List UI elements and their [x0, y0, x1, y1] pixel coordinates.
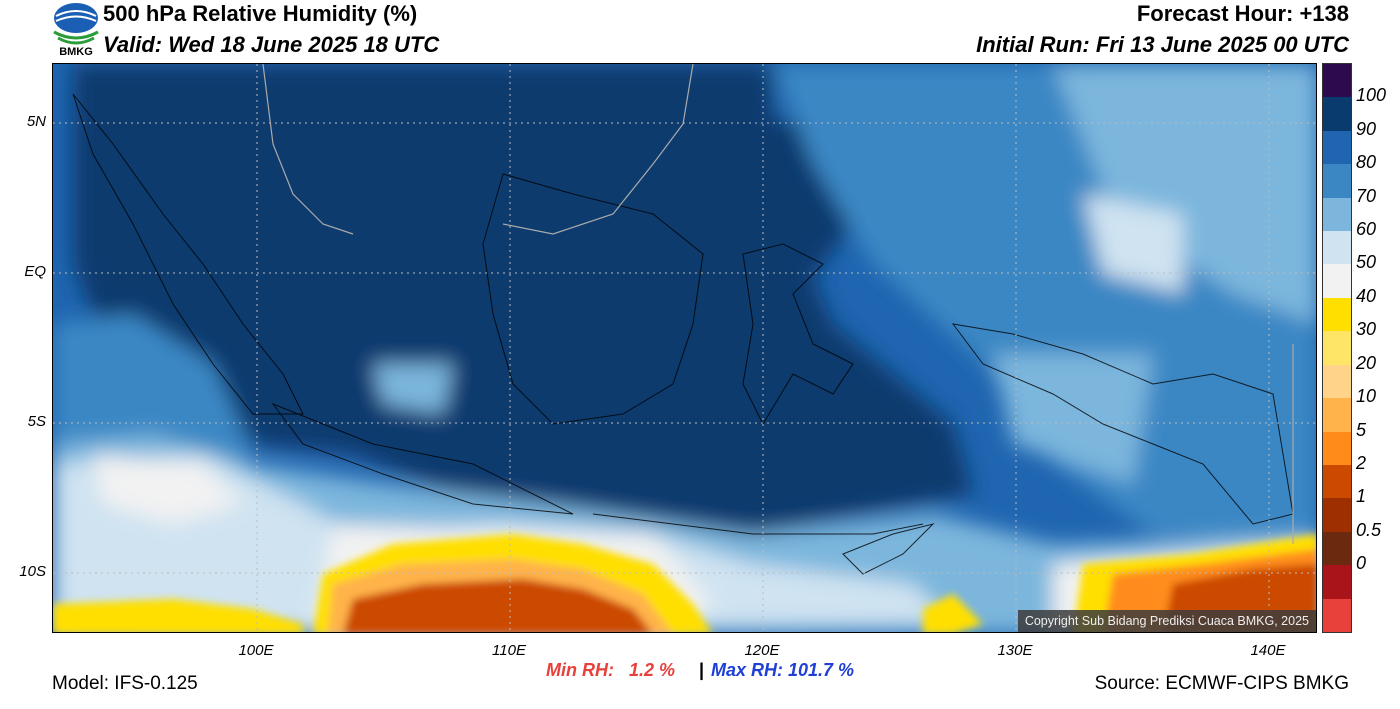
- colorbar-segment: [1323, 498, 1351, 533]
- initial-run: Initial Run: Fri 13 June 2025 00 UTC: [976, 32, 1349, 57]
- lon-tick-100e: 100E: [238, 642, 274, 659]
- colorbar-label: 5: [1356, 419, 1367, 440]
- lon-tick-120e: 120E: [744, 642, 780, 659]
- lat-tick-5n: 5N: [26, 113, 46, 130]
- colorbar-label: 70: [1356, 185, 1377, 206]
- colorbar-segment: [1323, 464, 1351, 499]
- valid-time: Valid: Wed 18 June 2025 18 UTC: [103, 32, 440, 57]
- colorbar-segment: [1323, 331, 1351, 366]
- rh-separator: |: [699, 660, 705, 680]
- colorbar-label: 50: [1356, 252, 1377, 273]
- bmkg-logo: BMKG: [52, 2, 100, 60]
- colorbar-segment: [1323, 197, 1351, 232]
- lat-tick-eq: EQ: [24, 263, 46, 280]
- lon-tick-130e: 130E: [997, 642, 1033, 659]
- colorbar-label: 90: [1356, 118, 1377, 139]
- lat-tick-10s: 10S: [19, 563, 46, 580]
- max-rh-label: Max RH: 101.7 %: [711, 660, 855, 680]
- colorbar-segment: [1323, 97, 1351, 132]
- colorbar-segment: [1323, 531, 1351, 566]
- colorbar-segment: [1323, 398, 1351, 433]
- colorbar-segment: [1323, 565, 1351, 600]
- forecast-hour: Forecast Hour: +138: [1136, 1, 1349, 26]
- colorbar-label: 30: [1356, 319, 1377, 340]
- colorbar-segment: [1323, 364, 1351, 399]
- lon-tick-140e: 140E: [1250, 642, 1286, 659]
- map-title: 500 hPa Relative Humidity (%): [103, 1, 418, 26]
- lon-tick-110e: 110E: [492, 642, 526, 659]
- model-label: Model: IFS-0.125: [52, 673, 198, 694]
- colorbar-segment: [1323, 598, 1351, 633]
- min-rh-label: Min RH: 1.2 %: [546, 660, 676, 680]
- colorbar-label: 100: [1356, 85, 1387, 106]
- colorbar: [1322, 63, 1352, 633]
- colorbar-segment: [1323, 130, 1351, 165]
- colorbar-segment: [1323, 264, 1351, 299]
- colorbar-label: 40: [1356, 285, 1377, 306]
- colorbar-label: 10: [1356, 386, 1377, 407]
- colorbar-segment: [1323, 231, 1351, 265]
- colorbar-segment: [1323, 297, 1351, 332]
- colorbar-label: 1: [1356, 486, 1367, 507]
- logo-text: BMKG: [59, 46, 93, 58]
- colorbar-label: 2: [1356, 452, 1367, 473]
- colorbar-segment: [1323, 164, 1351, 199]
- lat-tick-5s: 5S: [27, 413, 46, 430]
- colorbar-label: 0.5: [1356, 519, 1382, 540]
- humidity-map: Copyright Sub Bidang Prediksi Cuaca BMKG…: [52, 63, 1317, 633]
- colorbar-label: 60: [1356, 219, 1377, 240]
- colorbar-segment: [1323, 64, 1351, 98]
- colorbar-label: 20: [1356, 352, 1377, 373]
- copyright-notice: Copyright Sub Bidang Prediksi Cuaca BMKG…: [1017, 610, 1316, 632]
- colorbar-segment: [1323, 431, 1351, 466]
- colorbar-label: 80: [1356, 152, 1377, 173]
- colorbar-label: 0: [1356, 553, 1367, 574]
- source-label: Source: ECMWF-CIPS BMKG: [1094, 673, 1349, 694]
